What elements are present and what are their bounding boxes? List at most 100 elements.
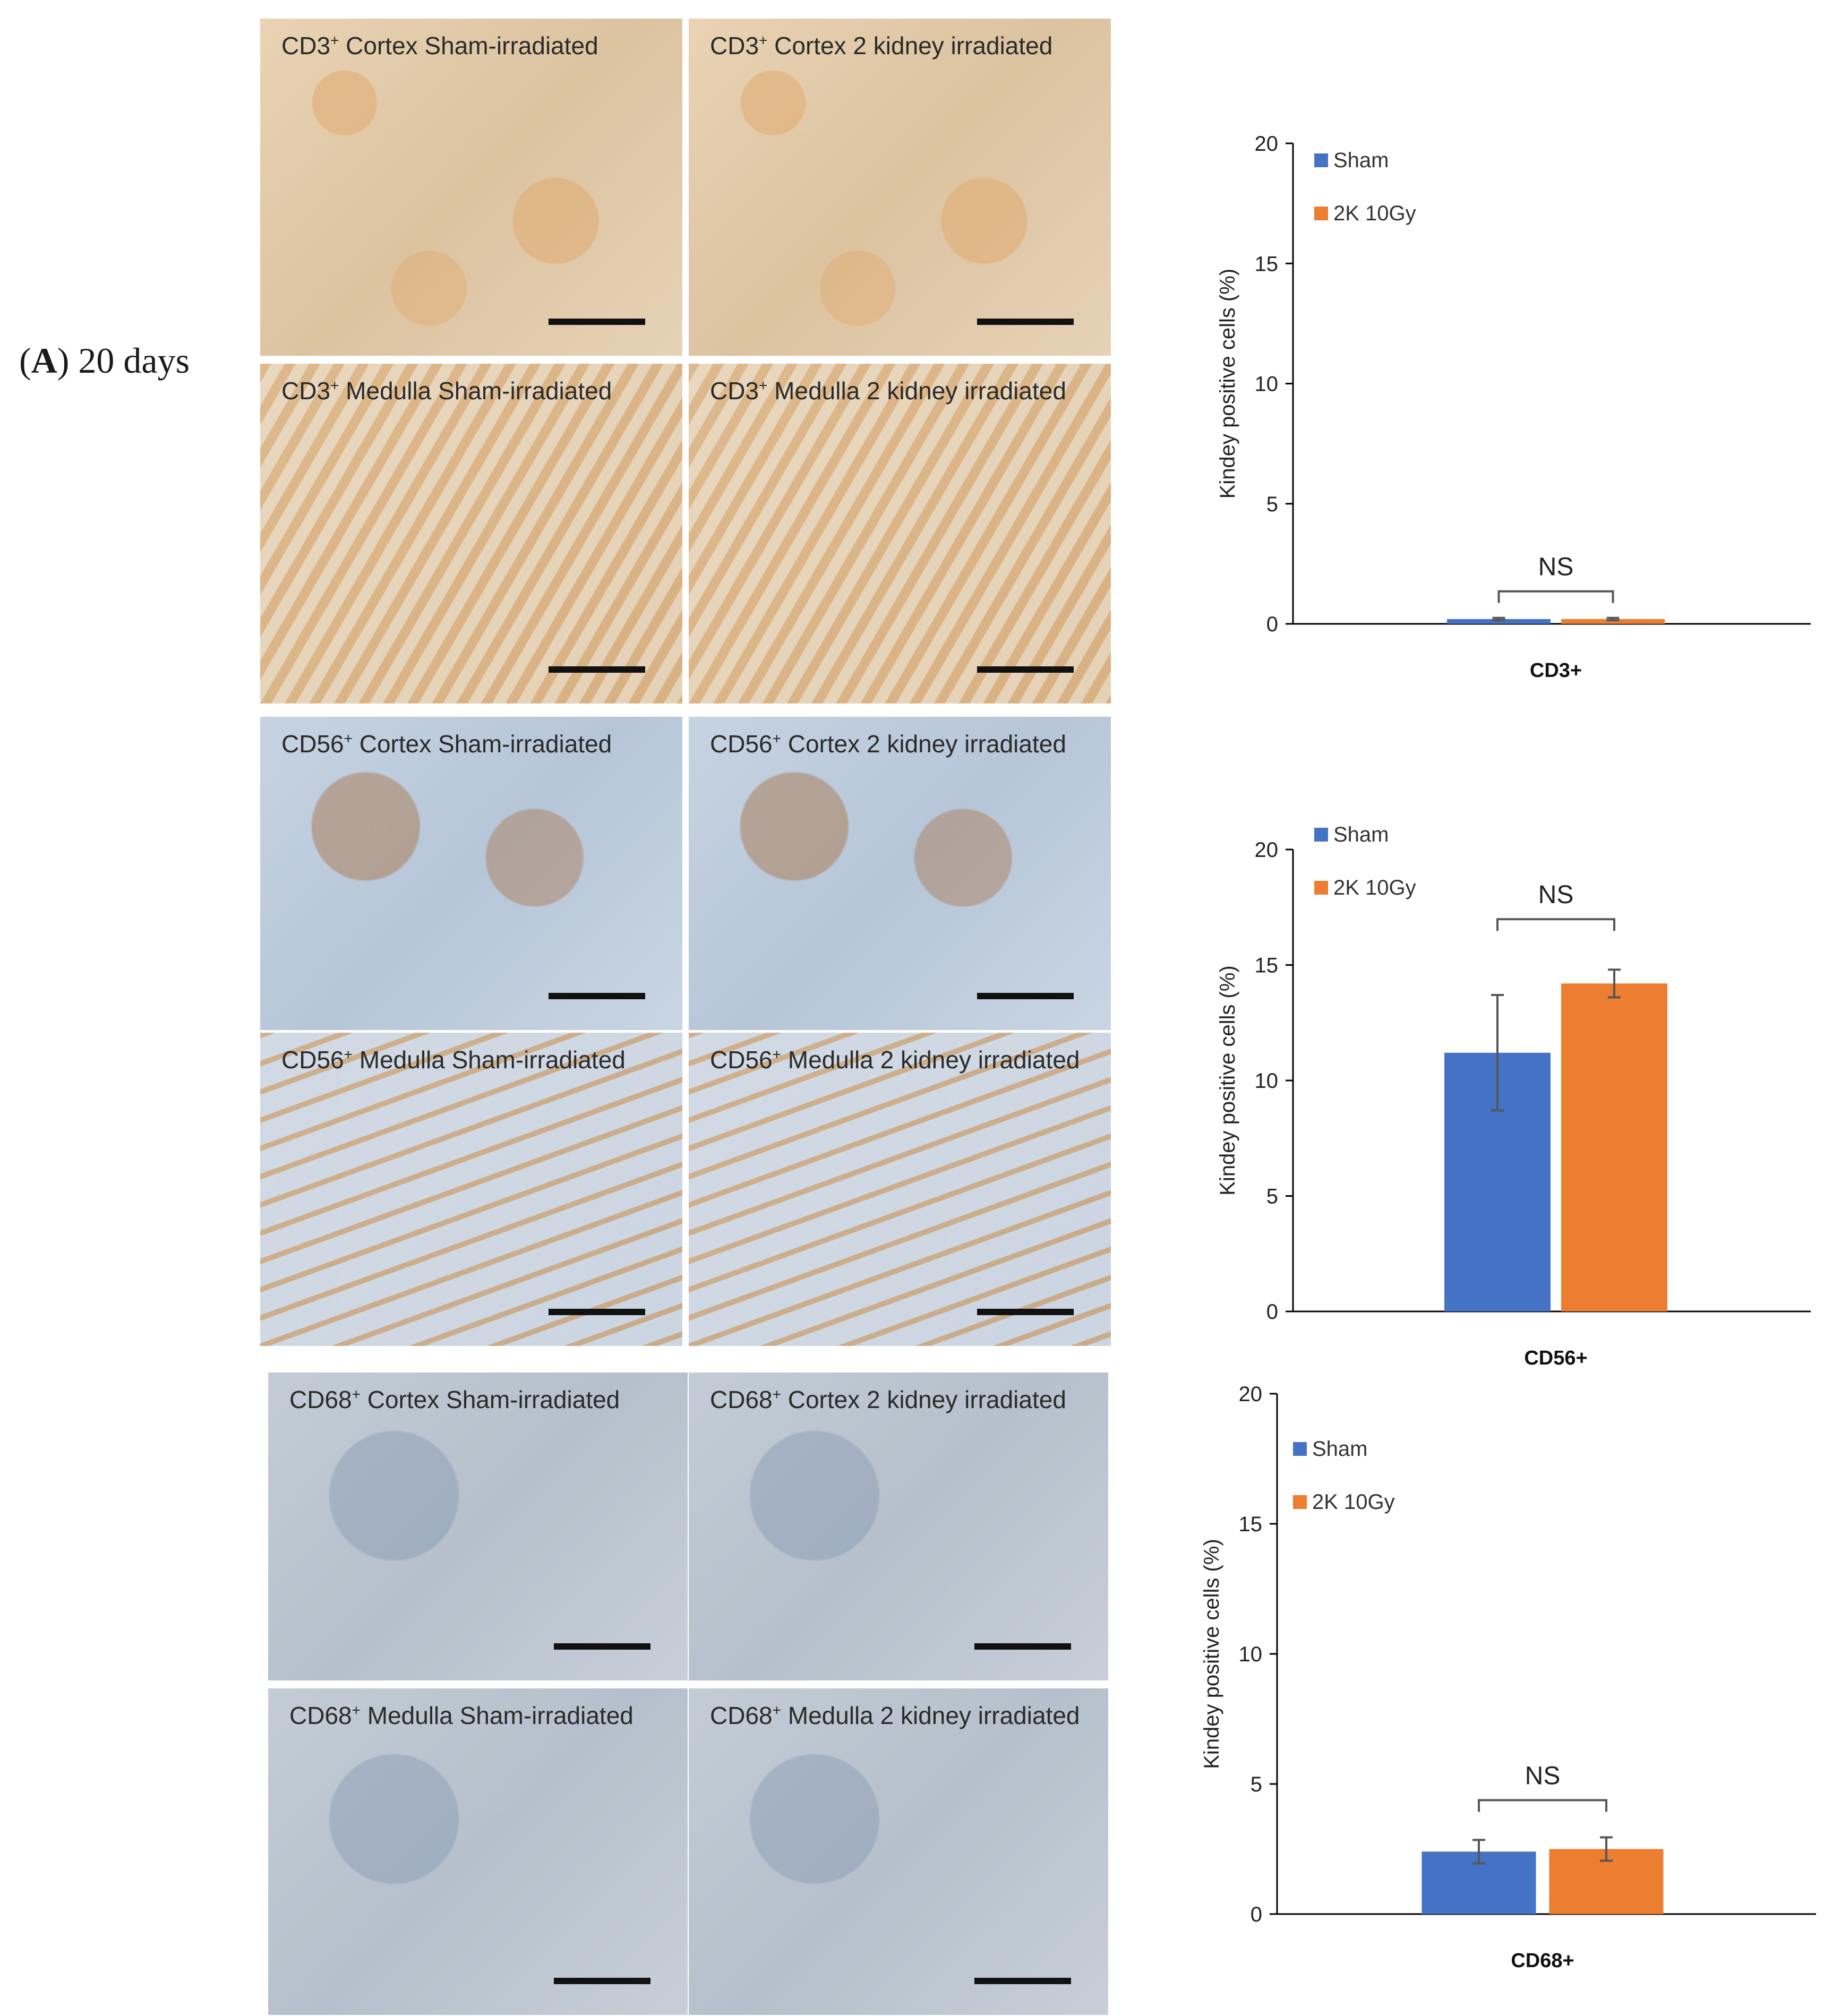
micrograph-marker-sup: +: [759, 32, 768, 49]
scale-bar: [549, 666, 645, 673]
micrograph-panel: CD56+ Medulla Sham-irradiated: [260, 1033, 682, 1346]
chart-svg: 0 5 10 15 20 Kindey positive cells (%) CD68+ NS…: [1200, 1383, 1816, 1972]
micrograph-marker: CD68: [289, 1702, 352, 1729]
y-tick-label: 15: [1239, 1513, 1263, 1536]
y-axis-label: Kindey positive cells (%): [1216, 269, 1239, 499]
cd68-bar-chart: 0 5 10 15 20 Kindey positive cells (%) CD68+ NS…: [1142, 1380, 1837, 1996]
micrograph-caption: CD56+ Cortex Sham-irradiated: [281, 730, 612, 758]
micrograph-panel: CD3+ Cortex 2 kidney irradiated: [689, 19, 1111, 356]
micrograph-image: [260, 364, 682, 704]
micrograph-panel: CD3+ Medulla Sham-irradiated: [260, 364, 682, 704]
bar-2k-10gy: [1561, 983, 1667, 1311]
legend-label: Sham: [1333, 149, 1389, 172]
scale-bar: [549, 319, 645, 325]
y-tick-label: 15: [1255, 252, 1279, 276]
micrograph-image: [689, 1033, 1111, 1346]
y-tick-label: 0: [1266, 1300, 1278, 1324]
x-axis-label: CD3+: [1530, 659, 1582, 682]
y-tick-label: 5: [1251, 1773, 1262, 1796]
micrograph-caption-text: Cortex Sham-irradiated: [352, 730, 612, 758]
micrograph-caption-text: Medulla 2 kidney irradiated: [781, 1702, 1080, 1729]
micrograph-marker-sup: +: [352, 1702, 361, 1719]
micrograph-caption: CD3+ Cortex 2 kidney irradiated: [710, 31, 1052, 60]
micrograph-panel: CD68+ Cortex 2 kidney irradiated: [689, 1372, 1108, 1680]
micrograph-panel: CD68+ Medulla 2 kidney irradiated: [689, 1688, 1108, 2015]
significance-bracket: [1496, 918, 1615, 931]
scale-bar: [974, 1643, 1071, 1650]
scale-bar: [977, 319, 1074, 325]
micrograph-marker: CD68: [289, 1386, 352, 1413]
micrograph-marker-sup: +: [759, 377, 768, 394]
micrograph-caption: CD56+ Cortex 2 kidney irradiated: [710, 730, 1066, 758]
significance-label: NS: [1525, 1762, 1561, 1790]
micrograph-marker: CD68: [710, 1702, 773, 1729]
y-tick-label: 20: [1255, 132, 1279, 156]
micrograph-caption: CD3+ Medulla Sham-irradiated: [281, 376, 612, 405]
micrograph-panel: CD3+ Cortex Sham-irradiated: [260, 19, 682, 356]
scale-bar: [549, 993, 645, 999]
legend-label: 2K 10Gy: [1312, 1490, 1395, 1514]
cd3-bar-chart: 0 5 10 15 20 Kindey positive cells (%) CD3+ NS S…: [1163, 106, 1832, 701]
micrograph-panel: CD56+ Cortex 2 kidney irradiated: [689, 717, 1111, 1030]
y-tick-label: 0: [1251, 1903, 1262, 1926]
legend-swatch: [1314, 828, 1328, 842]
micrograph-caption: CD3+ Cortex Sham-irradiated: [281, 31, 598, 60]
micrograph-caption-text: Cortex 2 kidney irradiated: [767, 32, 1053, 59]
micrograph-caption: CD56+ Medulla Sham-irradiated: [281, 1045, 626, 1074]
legend-label: 2K 10Gy: [1333, 202, 1416, 225]
bar-sham: [1447, 619, 1551, 624]
micrograph-panel: CD3+ Medulla 2 kidney irradiated: [689, 364, 1111, 704]
micrograph-panel: CD68+ Medulla Sham-irradiated: [268, 1688, 688, 2015]
micrograph-image: [260, 1033, 682, 1346]
micrograph-caption-text: Medulla 2 kidney irradiated: [781, 1046, 1080, 1074]
micrograph-marker-sup: +: [352, 1386, 361, 1403]
y-tick-label: 5: [1266, 1185, 1278, 1208]
micrograph-caption-text: Medulla Sham-irradiated: [339, 377, 612, 405]
y-tick-label: 10: [1239, 1643, 1263, 1666]
x-axis-label: CD56+: [1524, 1347, 1587, 1369]
y-tick-label: 20: [1255, 838, 1279, 862]
micrograph-image: [689, 364, 1111, 704]
micrograph-marker: CD3: [281, 377, 331, 405]
micrograph-caption: CD56+ Medulla 2 kidney irradiated: [710, 1045, 1080, 1074]
panel-label: (A) 20 days: [19, 340, 190, 381]
chart-svg: 0 5 10 15 20 Kindey positive cells (%) CD3+ NS S…: [1216, 132, 1811, 682]
significance-bracket: [1478, 1799, 1607, 1812]
micrograph-marker-sup: +: [772, 1386, 781, 1403]
micrograph-image: [689, 717, 1111, 1030]
micrograph-caption-text: Cortex 2 kidney irradiated: [781, 730, 1066, 758]
y-axis-label: Kindey positive cells (%): [1200, 1539, 1223, 1769]
legend-swatch: [1314, 207, 1328, 220]
cd56-bar-chart: 0 5 10 15 20 Kindey positive cells (%) CD56+ NS…: [1163, 780, 1832, 1375]
scale-bar: [549, 1309, 645, 1315]
micrograph-image: [689, 19, 1111, 356]
y-tick-label: 10: [1255, 1069, 1279, 1093]
legend-swatch: [1293, 1442, 1307, 1456]
y-axis-label: Kindey positive cells (%): [1216, 965, 1239, 1196]
micrograph-marker: CD56: [281, 730, 344, 758]
scale-bar: [554, 1978, 650, 1984]
micrograph-panel: CD56+ Medulla 2 kidney irradiated: [689, 1033, 1111, 1346]
micrograph-panel: CD56+ Cortex Sham-irradiated: [260, 717, 682, 1030]
micrograph-caption: CD3+ Medulla 2 kidney irradiated: [710, 376, 1066, 405]
micrograph-marker: CD68: [710, 1386, 773, 1413]
y-tick-label: 10: [1255, 373, 1279, 396]
micrograph-caption-text: Cortex Sham-irradiated: [339, 32, 598, 59]
y-tick-label: 15: [1255, 954, 1279, 977]
micrograph-caption: CD68+ Cortex 2 kidney irradiated: [710, 1385, 1066, 1414]
micrograph-marker: CD3: [281, 32, 331, 59]
micrograph-panel: CD68+ Cortex Sham-irradiated: [268, 1372, 688, 1680]
y-tick-label: 5: [1266, 493, 1278, 516]
micrograph-marker-sup: +: [344, 730, 353, 747]
legend-swatch: [1293, 1495, 1307, 1509]
micrograph-image: [268, 1688, 688, 2015]
legend-label: Sham: [1312, 1437, 1368, 1461]
micrograph-marker: CD3: [710, 32, 759, 59]
micrograph-marker: CD56: [281, 1046, 344, 1074]
y-tick-label: 0: [1266, 613, 1278, 636]
y-tick-label: 20: [1239, 1383, 1263, 1406]
micrograph-image: [268, 1372, 688, 1680]
micrograph-caption-text: Cortex 2 kidney irradiated: [781, 1386, 1066, 1413]
scale-bar: [977, 993, 1074, 999]
significance-label: NS: [1538, 881, 1574, 909]
